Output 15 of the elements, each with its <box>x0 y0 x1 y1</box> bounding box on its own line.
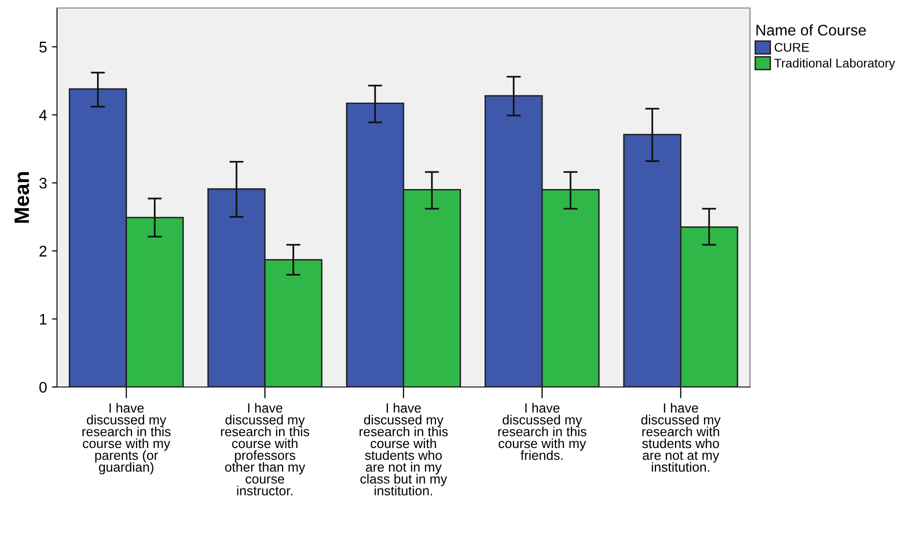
x-tick-label: I have discussed my research in this course with my friends. <box>498 402 586 460</box>
y-tick-label: 2 <box>40 246 47 256</box>
y-tick-label: 5 <box>39 42 47 52</box>
x-tick-label: I have discussed my research in this course with students who are not in my class but in my institution. <box>360 402 448 496</box>
y-tick-label: 4 <box>39 110 47 120</box>
legend-title: Name of Course <box>756 24 866 36</box>
legend-label: Traditional Laboratory <box>774 58 896 70</box>
y-tick-label: 3 <box>39 178 47 189</box>
y-tick-label: 0 <box>39 382 47 393</box>
legend-label: CURE <box>774 42 809 52</box>
x-tick-label: I have discussed my research with students who are not at my institution. <box>641 402 721 472</box>
y-axis-title: Mean <box>14 172 30 223</box>
x-tick-label: I have discussed my research in this course with my parents (or guardian) <box>82 402 171 474</box>
y-tick-label: 1 <box>40 314 47 324</box>
x-tick-label: I have discussed my research in this course with professors other than my course instructor. <box>221 402 310 496</box>
